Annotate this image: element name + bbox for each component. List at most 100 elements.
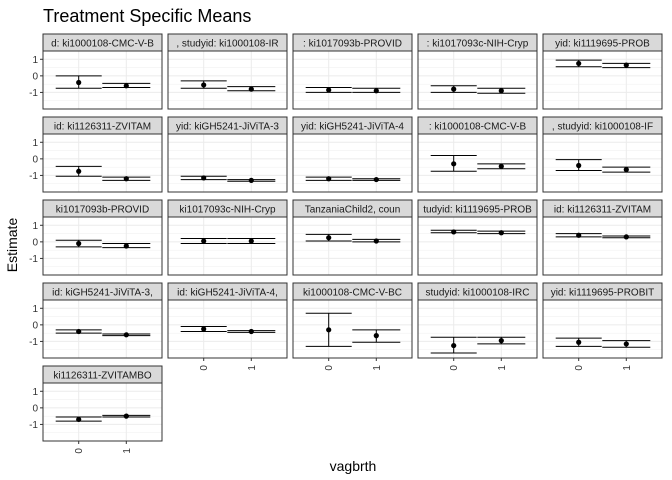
facet-strip-label: : ki1017093b-PROVID (303, 39, 402, 50)
facet-panel: yid: ki1119695-PROBIT 0 1 (542, 282, 663, 371)
facet-panel: id: kiGH5241-JiViTA-3, 1 0 -1 (29, 282, 163, 359)
facet-panel: yid: kiGH5241-JiViTA-4 (292, 116, 413, 193)
point-estimate (123, 243, 129, 249)
facet-panel-bg (418, 300, 537, 358)
facet-panel-bg (418, 134, 537, 192)
facet-strip-label: : ki1017093c-NIH-Cryp (427, 39, 529, 50)
chart-title: Treatment Specific Means (43, 6, 251, 26)
facet-strip-label: yid: kiGH5241-JiViTA-3 (176, 122, 279, 133)
point-estimate (76, 168, 82, 174)
facet-panel: yid: ki1119695-PROB (542, 33, 663, 110)
facet-strip-label: : ki1000108-CMC-V-B (429, 122, 527, 133)
facet-panel: : ki1017093c-NIH-Cryp (417, 33, 538, 110)
y-tick-label: -1 (29, 171, 38, 182)
facet-strip-label: yid: ki1119695-PROBIT (551, 288, 655, 299)
point-estimate (576, 60, 582, 67)
facet-panel: ki1017093b-PROVID 1 0 -1 (29, 199, 163, 276)
y-tick-label: -1 (29, 254, 38, 265)
point-estimate (326, 87, 332, 93)
y-tick-label: -1 (29, 88, 38, 99)
point-estimate (498, 163, 504, 169)
facet-panel-bg (43, 383, 162, 441)
facet-panel: yid: kiGH5241-JiViTA-3 (167, 116, 288, 193)
facet-panel-border (167, 133, 288, 193)
point-estimate (76, 79, 82, 86)
facet-panel-border (417, 50, 538, 110)
facet-panel-border (167, 50, 288, 110)
facet-panel-bg (43, 51, 162, 109)
facet-panel-border (417, 133, 538, 193)
point-estimate (248, 177, 254, 183)
y-tick-label: 0 (32, 71, 38, 82)
x-tick-label: 1 (622, 365, 633, 371)
point-estimate (201, 175, 207, 181)
point-estimate (76, 240, 82, 247)
y-tick-label: 0 (32, 320, 38, 331)
facet-panel-bg (168, 300, 287, 358)
x-tick-label: 0 (324, 365, 335, 371)
facet-strip-label: id: kiGH5241-JiViTA-3, (52, 288, 153, 299)
facet-panel-border (42, 50, 163, 110)
facet-strip-label: TanzaniaChild2, coun (305, 205, 401, 216)
point-estimate (123, 176, 129, 182)
facet-panel-bg (543, 51, 662, 109)
x-tick-label: 1 (247, 365, 258, 371)
facet-panel-bg (43, 134, 162, 192)
y-tick-label: 1 (32, 304, 38, 315)
point-estimate (326, 235, 332, 241)
y-tick-label: 1 (32, 221, 38, 232)
facet-panel-bg (543, 300, 662, 358)
facet-panel-bg (293, 134, 412, 192)
point-estimate (123, 413, 129, 419)
facet-panel: : ki1000108-CMC-V-B (417, 116, 538, 193)
facet-panel-bg (418, 51, 537, 109)
x-tick-label: 0 (449, 365, 460, 371)
facet-grid: d: ki1000108-CMC-V-B 1 0 -1 , studyid: ki100… (29, 33, 663, 454)
point-estimate (248, 238, 254, 244)
point-estimate (326, 327, 332, 333)
facet-panel: ki1017093c-NIH-Cryp (167, 199, 288, 276)
facet-strip-label: , studyid: ki1000108-IR (176, 39, 278, 50)
facet-strip-label: studyid: ki1000108-IRC (426, 288, 530, 299)
facet-panel-border (542, 299, 663, 359)
point-estimate (123, 83, 129, 89)
y-tick-label: 1 (32, 387, 38, 398)
point-estimate (201, 326, 207, 332)
y-axis-title: Estimate (4, 218, 20, 273)
facet-panel: , studyid: ki1000108-IR (167, 33, 288, 110)
point-estimate (123, 332, 129, 338)
facet-panel-bg (168, 217, 287, 275)
y-tick-label: -1 (29, 420, 38, 431)
point-estimate (201, 82, 207, 88)
facet-strip-label: id: ki1126311-ZVITAM (54, 122, 151, 133)
facet-panel: id: ki1126311-ZVITAM (542, 199, 663, 276)
y-tick-label: 1 (32, 55, 38, 66)
facet-panel-border (167, 299, 288, 359)
facet-panel-bg (168, 134, 287, 192)
facet-panel-bg (293, 300, 412, 358)
y-tick-label: 0 (32, 154, 38, 165)
facet-strip-label: d: ki1000108-CMC-V-B (51, 39, 154, 50)
facet-strip-label: yid: ki1119695-PROB (555, 39, 650, 50)
facet-panel-bg (43, 217, 162, 275)
point-estimate (248, 328, 254, 335)
point-estimate (451, 161, 457, 167)
facet-panel-border (542, 133, 663, 193)
x-tick-label: 0 (574, 365, 585, 371)
facet-panel-border (417, 299, 538, 359)
facet-strip-label: tudyid: ki1119695-PROB (423, 205, 532, 216)
point-estimate (201, 238, 207, 244)
point-estimate (373, 333, 379, 339)
y-tick-label: 0 (32, 237, 38, 248)
x-axis-title: vagbrth (330, 458, 377, 474)
point-estimate (576, 339, 582, 345)
facet-panel-bg (418, 217, 537, 275)
facet-panel: d: ki1000108-CMC-V-B 1 0 -1 (29, 33, 163, 110)
point-estimate (76, 416, 82, 423)
facet-strip-label: ki1017093c-NIH-Cryp (179, 205, 276, 216)
point-estimate (451, 342, 457, 349)
facet-panel-border (292, 133, 413, 193)
facet-strip-label: ki1126311-ZVITAMBO (53, 371, 152, 382)
facet-panel-bg (293, 51, 412, 109)
facet-panel-border (42, 382, 163, 442)
